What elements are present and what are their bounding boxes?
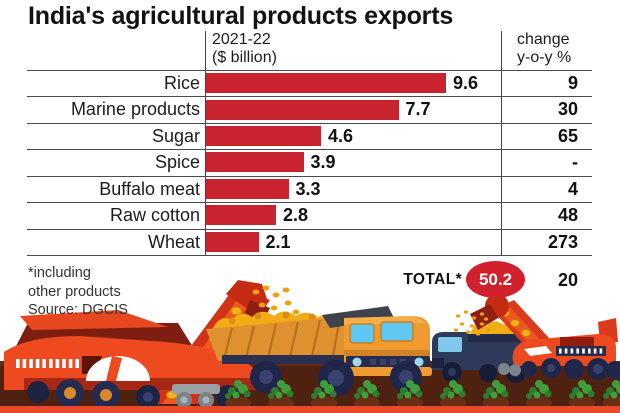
left-harvester bbox=[4, 280, 306, 409]
value-column-header: 2021-22 ($ billion) bbox=[212, 31, 277, 66]
bar-value-label: 9.6 bbox=[453, 73, 479, 93]
row-label: Wheat bbox=[147, 231, 200, 252]
dump-truck bbox=[206, 306, 432, 396]
right-harvester bbox=[453, 294, 620, 380]
table-vline-right bbox=[501, 31, 502, 255]
total-value: 50.2 bbox=[478, 269, 513, 289]
footnote-line: Source: DGCIS bbox=[28, 302, 128, 318]
change-value: 30 bbox=[557, 99, 578, 120]
change-value: 48 bbox=[557, 205, 578, 226]
crops bbox=[225, 380, 620, 410]
change-column-header: change y-o-y % bbox=[517, 31, 572, 66]
row-label: Marine products bbox=[70, 99, 200, 120]
footnote-line: other products bbox=[28, 283, 121, 300]
bar-value-label: 3.9 bbox=[310, 152, 336, 173]
table-hline bbox=[27, 122, 592, 124]
row-label: Sugar bbox=[151, 125, 200, 146]
table-hline bbox=[27, 175, 592, 177]
value-bar bbox=[206, 126, 321, 147]
bar-value-label: 3.3 bbox=[295, 178, 321, 199]
change-value: 4 bbox=[567, 178, 578, 199]
table-hline bbox=[27, 255, 592, 256]
change-value: 9 bbox=[567, 73, 578, 93]
row-label: Rice bbox=[163, 73, 200, 93]
table-hline bbox=[27, 149, 592, 151]
bar-value-label: 2.1 bbox=[265, 231, 291, 252]
bar-value-label: 2.8 bbox=[283, 205, 309, 226]
value-bar bbox=[206, 99, 399, 120]
table-hline bbox=[27, 202, 592, 204]
row-label: Raw cotton bbox=[109, 205, 200, 226]
change-value: - bbox=[572, 152, 578, 173]
value-bar bbox=[206, 73, 446, 94]
row-label: Spice bbox=[154, 152, 200, 173]
row-label: Buffalo meat bbox=[99, 178, 200, 199]
change-value: 273 bbox=[547, 231, 578, 252]
total-value-badge: 50.2 bbox=[466, 261, 525, 298]
value-bar bbox=[206, 205, 276, 226]
table-vline-left bbox=[205, 31, 206, 255]
total-change-value: 20 bbox=[557, 270, 578, 290]
farm-illustration bbox=[0, 280, 620, 413]
value-bar bbox=[206, 231, 259, 252]
table-hline bbox=[27, 228, 592, 230]
footnote: *including other products Source: DGCIS bbox=[28, 264, 128, 320]
value-bar bbox=[206, 178, 289, 199]
page-title: India's agricultural products exports bbox=[28, 2, 454, 30]
value-bar bbox=[206, 152, 304, 173]
change-value: 65 bbox=[557, 125, 578, 146]
table-hline bbox=[27, 96, 592, 98]
table-hline bbox=[27, 70, 592, 71]
footnote-line: *including bbox=[28, 265, 91, 281]
bar-value-label: 4.6 bbox=[328, 125, 354, 146]
bar-value-label: 7.7 bbox=[405, 99, 431, 120]
total-label: TOTAL* bbox=[403, 271, 462, 288]
bottom-stripe bbox=[0, 406, 620, 413]
